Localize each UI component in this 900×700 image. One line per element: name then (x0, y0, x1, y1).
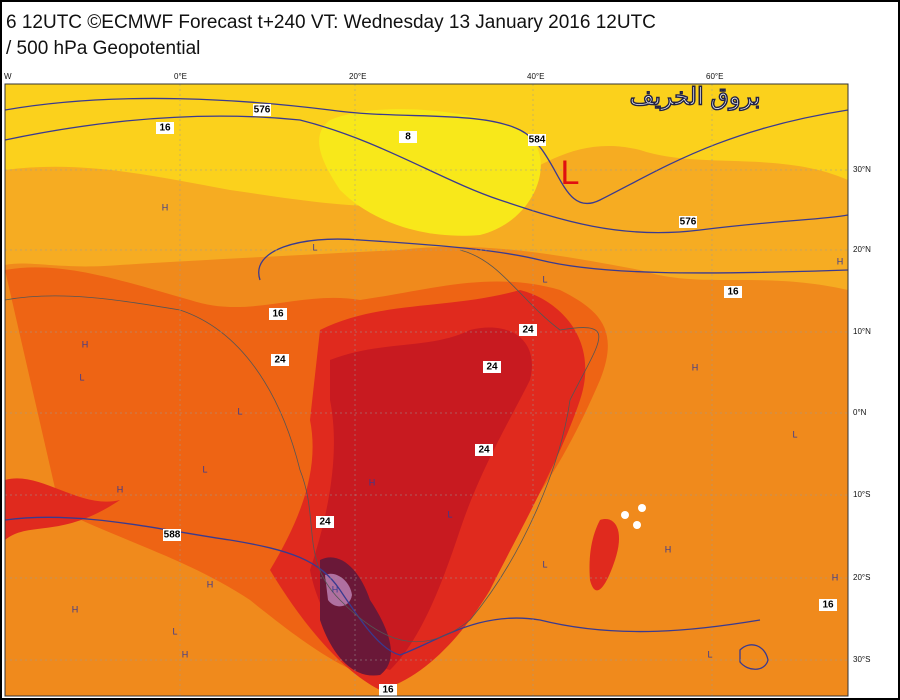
title-line: 6 12UTC ©ECMWF Forecast t+240 VT: Wednes… (6, 12, 656, 33)
contour-label: 16 (724, 286, 742, 298)
field-band (319, 109, 541, 236)
latitude-label: 20°S (853, 573, 870, 582)
title-line: / 500 hPa Geopotential (6, 38, 200, 59)
contour-label: 24 (271, 354, 289, 366)
contour-label: 24 (483, 361, 501, 373)
latitude-label: 30°S (853, 655, 870, 664)
label-box (316, 516, 334, 528)
pressure-marker: H (665, 544, 672, 554)
coastline (5, 249, 600, 643)
contour-label: 584 (528, 134, 546, 146)
field-band (5, 478, 120, 540)
pressure-marker: H (832, 572, 839, 582)
pressure-marker: H (162, 202, 169, 212)
label-box (399, 131, 417, 143)
pressure-marker: H (332, 584, 339, 594)
label-box (156, 122, 174, 134)
pressure-marker: L (447, 509, 452, 519)
pressure-marker: L (172, 626, 177, 636)
latitude-label: 30°N (853, 165, 871, 174)
pressure-marker: L (202, 464, 207, 474)
longitude-label: 40°E (527, 72, 544, 81)
longitude-label: W (4, 72, 12, 81)
latitude-label: 20°N (853, 245, 871, 254)
low-center: L (561, 154, 580, 192)
pressure-marker: H (837, 256, 844, 266)
contour-label: 16 (156, 122, 174, 134)
contour-label: 576 (679, 216, 697, 228)
pressure-marker: H (207, 579, 214, 589)
contour-value: 16 (272, 309, 284, 320)
longitude-label: 20°E (349, 72, 366, 81)
contour-label: 8 (399, 131, 417, 143)
longitude-label: 60°E (706, 72, 723, 81)
label-box (379, 684, 397, 696)
label-box (271, 354, 289, 366)
contour-value: 16 (822, 600, 834, 611)
label-box (475, 444, 493, 456)
label-box (163, 529, 181, 541)
contour-label: 24 (475, 444, 493, 456)
pressure-marker: L (792, 429, 797, 439)
label-box (819, 599, 837, 611)
contour-value: 24 (478, 445, 490, 456)
label-box (679, 216, 697, 228)
latitude-label: 10°N (853, 327, 871, 336)
label-box (269, 308, 287, 320)
contour-value: 24 (522, 325, 534, 336)
contour-value: 16 (382, 685, 394, 696)
pressure-marker: L (542, 274, 547, 284)
contour-label: 16 (379, 684, 397, 696)
watermark: بروق الخريف (629, 83, 760, 111)
label-box (528, 134, 546, 146)
contour-value: 16 (159, 123, 171, 134)
contour-label: 16 (269, 308, 287, 320)
pressure-marker: H (82, 339, 89, 349)
longitude-label: 0°E (174, 72, 187, 81)
pressure-marker: H (369, 477, 376, 487)
contour-value: 584 (529, 135, 546, 146)
pressure-marker: H (692, 362, 699, 372)
map: 16 576 8 584 576 16 16 24 24 24 24 24 16 588 16 H H H H H H H… (4, 83, 849, 697)
contour-value: 24 (319, 517, 331, 528)
pressure-marker: L (542, 559, 547, 569)
contour-value: 24 (486, 362, 498, 373)
map-border (4, 83, 849, 697)
contour-label: 576 (253, 104, 271, 116)
label-box (483, 361, 501, 373)
label-box (519, 324, 537, 336)
contour-label: 24 (519, 324, 537, 336)
contour-label: 16 (819, 599, 837, 611)
label-box (724, 286, 742, 298)
pressure-marker: L (237, 406, 242, 416)
contour-label: 24 (316, 516, 334, 528)
graticule (5, 84, 848, 696)
contour-value: 24 (274, 355, 286, 366)
pressure-marker: H (117, 484, 124, 494)
pressure-marker: L (79, 372, 84, 382)
logo (621, 504, 646, 529)
pressure-marker: L (312, 242, 317, 252)
contour-label: 588 (163, 529, 181, 541)
contour-value: 588 (164, 530, 181, 541)
contour-value: 576 (254, 105, 271, 116)
pressure-marker: L (707, 649, 712, 659)
latitude-label: 0°N (853, 408, 867, 417)
latitude-label: 10°S (853, 490, 870, 499)
contour-value: 576 (680, 217, 697, 228)
field-band (589, 519, 620, 591)
contour-value: 8 (405, 132, 411, 143)
pressure-marker: H (72, 604, 79, 614)
contour-value: 16 (727, 287, 739, 298)
pressure-marker: H (182, 649, 189, 659)
label-box (253, 104, 271, 116)
